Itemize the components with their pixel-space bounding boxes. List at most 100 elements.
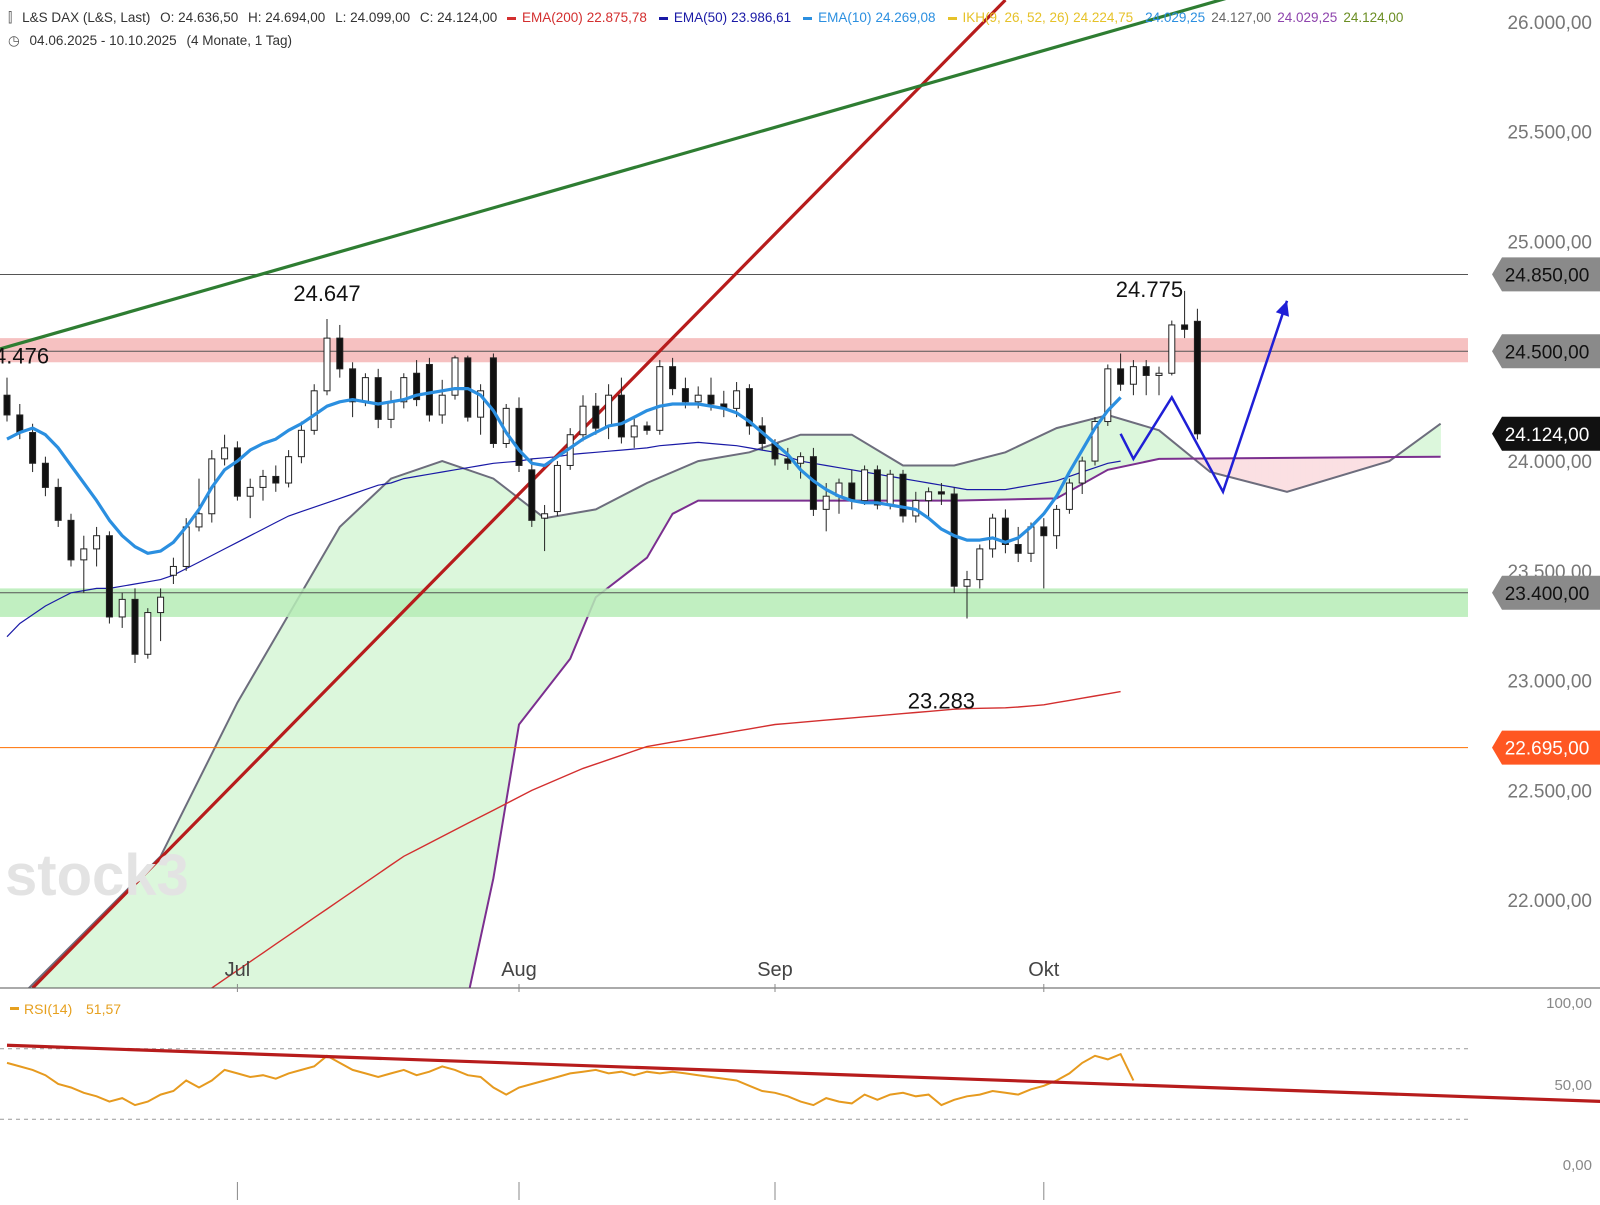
- candle[interactable]: [579, 395, 587, 442]
- candle[interactable]: [861, 465, 869, 505]
- candle[interactable]: [246, 478, 254, 519]
- candle[interactable]: [438, 379, 446, 424]
- candle[interactable]: [797, 452, 805, 479]
- candle[interactable]: [515, 397, 523, 473]
- candle[interactable]: [1014, 526, 1022, 563]
- y-tick-label: 24.000,00: [1507, 452, 1592, 473]
- price-tag[interactable]: 24.500,00: [1492, 334, 1600, 369]
- candle-body: [489, 357, 497, 445]
- rsi-legend-label: RSI(14): [24, 1001, 72, 1017]
- candle[interactable]: [425, 357, 433, 422]
- instrument-name[interactable]: L&S DAX (L&S, Last): [22, 10, 151, 25]
- indicator-1[interactable]: EMA(50) 23.986,61: [658, 10, 797, 25]
- candle[interactable]: [54, 478, 62, 527]
- candle[interactable]: [259, 469, 267, 501]
- candle[interactable]: [1193, 308, 1201, 440]
- candle[interactable]: [477, 384, 485, 435]
- candle[interactable]: [169, 557, 177, 585]
- candle-body: [259, 475, 267, 488]
- candle[interactable]: [387, 390, 395, 429]
- indicator-3[interactable]: IKH(9, 26, 52, 26) 24.224,75: [947, 10, 1140, 25]
- candle[interactable]: [144, 608, 152, 659]
- candle[interactable]: [950, 487, 958, 593]
- candle[interactable]: [1117, 353, 1125, 391]
- candle[interactable]: [656, 360, 664, 435]
- ichimoku-cloud-segment: [1043, 430, 1051, 500]
- candle[interactable]: [1168, 320, 1176, 376]
- candle[interactable]: [1142, 360, 1150, 396]
- candle[interactable]: [605, 384, 613, 440]
- candle[interactable]: [630, 417, 638, 448]
- candle[interactable]: [131, 588, 139, 664]
- price-tag[interactable]: 24.124,00: [1492, 416, 1600, 451]
- candle-body: [157, 596, 165, 614]
- candle[interactable]: [297, 421, 305, 464]
- candle[interactable]: [1155, 366, 1163, 396]
- candle[interactable]: [1065, 478, 1073, 514]
- price-tag[interactable]: 23.400,00: [1492, 575, 1600, 610]
- candle[interactable]: [1078, 456, 1086, 494]
- candle[interactable]: [285, 450, 293, 488]
- candle[interactable]: [310, 384, 318, 435]
- candle[interactable]: [592, 393, 600, 435]
- indicator-2[interactable]: EMA(10) 24.269,08: [803, 10, 941, 25]
- candle[interactable]: [720, 390, 728, 418]
- candle[interactable]: [1181, 290, 1189, 339]
- candle[interactable]: [989, 513, 997, 558]
- candle[interactable]: [413, 360, 421, 407]
- price-tag[interactable]: 22.695,00: [1492, 730, 1600, 765]
- candle[interactable]: [195, 478, 203, 532]
- candle[interactable]: [899, 469, 907, 523]
- candle[interactable]: [80, 535, 88, 593]
- candle[interactable]: [617, 377, 625, 444]
- candle[interactable]: [745, 384, 753, 435]
- candle[interactable]: [1091, 417, 1099, 466]
- price-tag-bg: [1492, 575, 1600, 610]
- candle[interactable]: [1104, 364, 1112, 426]
- rsi-legend-value: 51,57: [86, 1001, 121, 1017]
- candle[interactable]: [784, 447, 792, 470]
- candle[interactable]: [541, 504, 549, 552]
- main-plot[interactable]: 24.647 24.775 23.283 4.476: [0, 0, 1468, 1010]
- candle[interactable]: [67, 513, 75, 567]
- ichimoku-cloud-segment: [1325, 457, 1333, 481]
- candle[interactable]: [976, 544, 984, 589]
- ichimoku-cloud-segment: [723, 455, 731, 501]
- candle[interactable]: [336, 324, 344, 378]
- candle[interactable]: [3, 377, 11, 422]
- candle[interactable]: [528, 458, 536, 527]
- candle[interactable]: [1053, 504, 1061, 549]
- candle[interactable]: [451, 355, 459, 400]
- candle[interactable]: [1001, 509, 1009, 554]
- candle-body: [925, 491, 933, 502]
- indicator-0[interactable]: EMA(200) 22.875,78: [507, 10, 653, 25]
- candle[interactable]: [925, 487, 933, 519]
- candle[interactable]: [118, 592, 126, 628]
- candle[interactable]: [669, 357, 677, 396]
- candle[interactable]: [374, 368, 382, 429]
- candle[interactable]: [937, 483, 945, 505]
- price-tag[interactable]: 24.850,00: [1492, 257, 1600, 292]
- candle[interactable]: [157, 588, 165, 642]
- candle[interactable]: [1040, 518, 1048, 589]
- candle[interactable]: [643, 421, 651, 435]
- candle[interactable]: [221, 434, 229, 466]
- candle[interactable]: [553, 461, 561, 516]
- candle[interactable]: [29, 423, 37, 473]
- candle[interactable]: [41, 456, 49, 497]
- candle[interactable]: [105, 531, 113, 624]
- rsi-panel[interactable]: [0, 1043, 1600, 1120]
- candle-body: [361, 377, 369, 403]
- candle[interactable]: [323, 319, 331, 396]
- candle[interactable]: [963, 570, 971, 619]
- candle[interactable]: [272, 465, 280, 492]
- candle[interactable]: [489, 353, 497, 448]
- candle[interactable]: [233, 441, 241, 501]
- bars-icon[interactable]: ⫿: [8, 10, 13, 25]
- candle[interactable]: [1129, 360, 1137, 396]
- candle[interactable]: [400, 373, 408, 409]
- candle[interactable]: [93, 526, 101, 567]
- candle[interactable]: [349, 362, 357, 418]
